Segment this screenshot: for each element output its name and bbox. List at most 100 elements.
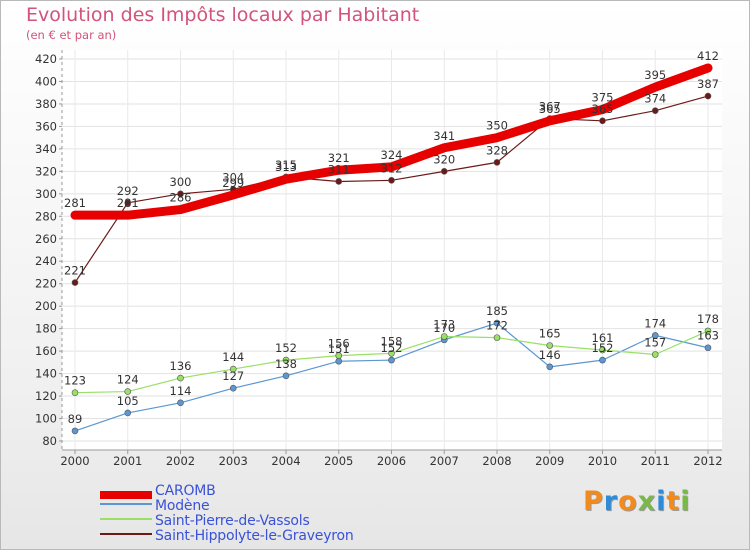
- y-tick-label: 360: [35, 119, 57, 133]
- data-label: 152: [381, 341, 403, 355]
- data-label: 172: [486, 319, 508, 333]
- y-tick-label: 420: [35, 52, 57, 66]
- y-tick-label: 160: [35, 344, 57, 358]
- chart-legend: CAROMB Modène Saint-Pierre-de-Vassols Saint…: [100, 483, 400, 544]
- x-tick-label: 2003: [219, 454, 248, 468]
- data-label: 387: [697, 77, 719, 91]
- data-label: 375: [592, 91, 614, 105]
- chart-subtitle: (en € et par an): [26, 28, 117, 42]
- data-label: 395: [644, 68, 666, 82]
- data-point: [229, 384, 237, 392]
- data-label: 144: [222, 350, 244, 364]
- proxiti-logo: Proxiti: [583, 486, 691, 517]
- data-point: [388, 177, 395, 184]
- data-label: 304: [222, 170, 244, 184]
- data-label: 105: [117, 394, 139, 408]
- data-label: 156: [328, 337, 350, 351]
- data-point: [599, 346, 606, 354]
- legend-swatch: [100, 491, 152, 499]
- x-tick-label: 2001: [113, 454, 142, 468]
- data-label: 281: [64, 196, 86, 210]
- x-tick-label: 2005: [324, 454, 353, 468]
- data-point: [493, 334, 501, 341]
- data-label: 152: [592, 341, 614, 355]
- x-tick-label: 2012: [693, 454, 722, 468]
- data-label: 124: [117, 373, 139, 387]
- legend-label: Modène: [155, 498, 210, 514]
- legend-item: CAROMB: [100, 483, 400, 499]
- x-tick-label: 2008: [482, 454, 511, 468]
- data-point: [282, 356, 290, 364]
- data-point: [71, 211, 79, 220]
- x-tick-label: 2002: [166, 454, 195, 468]
- legend-item: Saint-Hippolyte-le-Graveyron: [100, 528, 400, 544]
- data-label: 321: [328, 151, 350, 165]
- data-label: 173: [433, 318, 455, 332]
- data-label: 315: [275, 158, 297, 172]
- data-point: [440, 168, 448, 175]
- data-point: [651, 351, 659, 358]
- x-tick-label: 2010: [588, 454, 617, 468]
- data-point: [704, 344, 712, 352]
- data-point: [546, 342, 554, 349]
- data-point: [388, 356, 395, 364]
- data-point: [651, 83, 660, 92]
- data-label: 89: [68, 412, 83, 426]
- data-point: [124, 388, 132, 395]
- x-tick-label: 2004: [271, 454, 300, 468]
- legend-swatch: [100, 518, 152, 520]
- y-tick-label: 140: [35, 367, 57, 381]
- x-tick-label: 2007: [430, 454, 459, 468]
- data-label: 365: [592, 102, 614, 116]
- data-point: [71, 279, 79, 286]
- logo-letter: x: [637, 486, 657, 517]
- data-point: [440, 333, 448, 340]
- y-tick-label: 220: [35, 277, 57, 291]
- data-point: [440, 143, 449, 152]
- data-label: 412: [697, 49, 719, 63]
- data-point: [599, 356, 606, 364]
- data-point: [229, 365, 237, 373]
- x-tick-label: 2006: [377, 454, 406, 468]
- data-label: 312: [381, 161, 403, 175]
- data-label: 157: [644, 335, 666, 349]
- data-point: [177, 190, 184, 198]
- data-label: 292: [117, 184, 139, 198]
- data-label: 127: [222, 369, 244, 383]
- data-point: [493, 319, 501, 327]
- y-tick-label: 380: [35, 97, 57, 111]
- y-tick-label: 180: [35, 322, 57, 336]
- y-tick-label: 80: [42, 434, 57, 448]
- data-label: 299: [222, 176, 244, 190]
- legend-label: Saint-Pierre-de-Vassols: [155, 513, 310, 529]
- data-point: [651, 332, 659, 339]
- logo-letter: i: [656, 486, 667, 517]
- data-label: 185: [486, 304, 508, 318]
- data-point: [282, 372, 290, 380]
- logo-letter: t: [666, 486, 681, 517]
- data-point: [704, 92, 712, 100]
- data-label: 151: [328, 342, 350, 356]
- data-label: 286: [170, 191, 192, 205]
- logo-letter: P: [583, 486, 604, 517]
- data-label: 178: [697, 312, 719, 326]
- data-label: 328: [486, 143, 508, 157]
- data-point: [123, 211, 132, 220]
- data-point: [334, 166, 343, 175]
- legend-label: CAROMB: [155, 483, 216, 499]
- data-point: [124, 409, 132, 417]
- x-tick-label: 2000: [60, 454, 89, 468]
- data-point: [704, 327, 712, 335]
- data-point: [71, 389, 79, 396]
- data-point: [71, 427, 79, 435]
- data-point: [388, 350, 395, 357]
- data-label: 163: [697, 329, 719, 343]
- data-point: [177, 399, 184, 407]
- legend-item: Saint-Pierre-de-Vassols: [100, 513, 400, 529]
- data-point: [493, 133, 501, 142]
- data-point: [335, 178, 343, 185]
- legend-item: Modène: [100, 498, 400, 514]
- y-tick-label: 200: [35, 299, 57, 313]
- y-tick-label: 260: [35, 232, 57, 246]
